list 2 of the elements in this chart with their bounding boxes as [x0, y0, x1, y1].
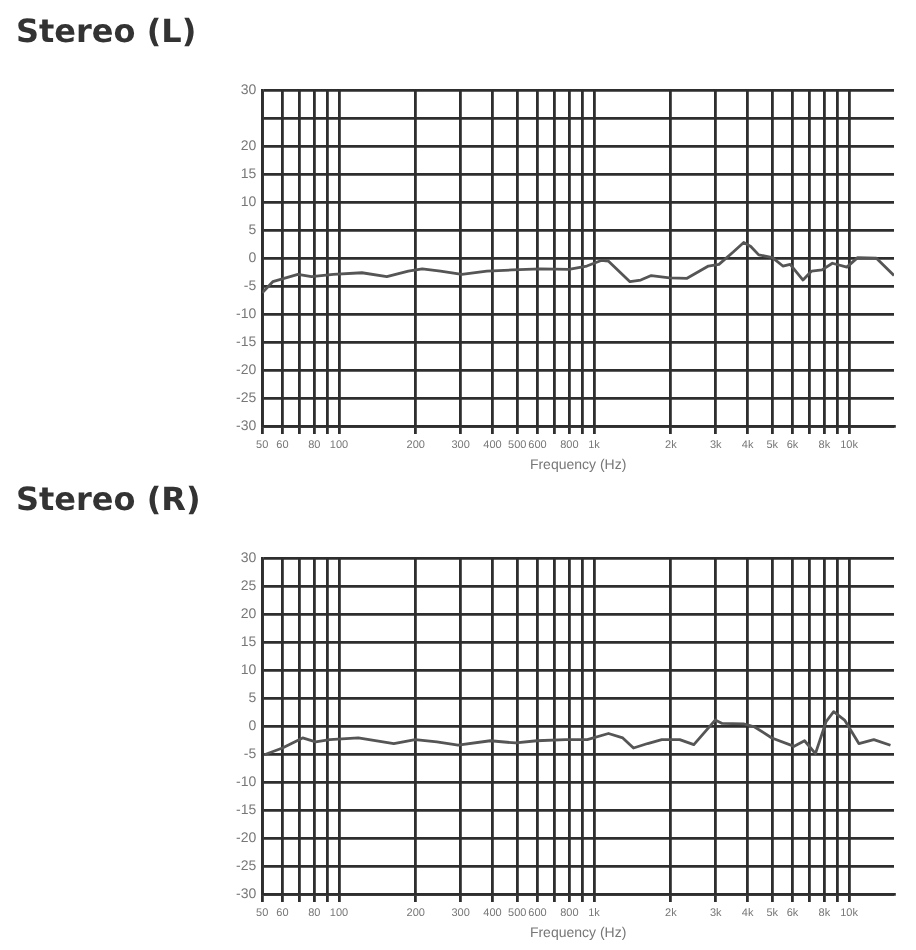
chart-title: Stereo (R) [16, 480, 201, 518]
chart-title: Stereo (L) [16, 12, 197, 50]
